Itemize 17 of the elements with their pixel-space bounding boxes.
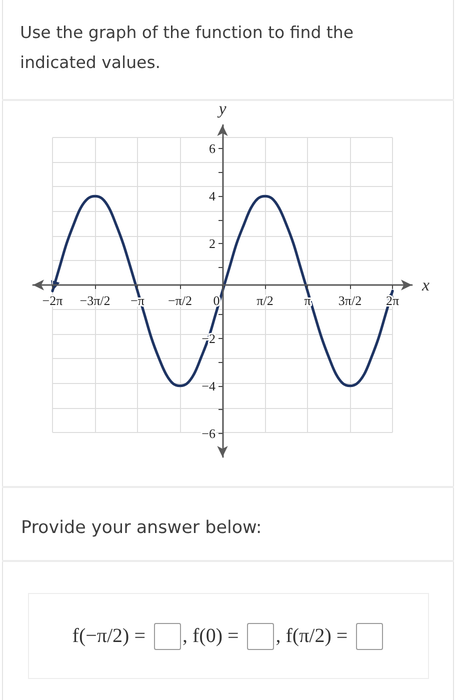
text: , f(0) = xyxy=(182,624,239,648)
x-tick-label: 3π/2 xyxy=(338,293,362,308)
text: , f(π/2) = xyxy=(276,624,348,648)
x-tick-label: −3π/2 xyxy=(80,293,110,308)
y-tick-label: 6 xyxy=(209,141,216,156)
y-tick-label: −4 xyxy=(202,378,216,394)
x-axis-title: x xyxy=(421,276,430,294)
x-tick-label: −2π xyxy=(42,293,64,308)
x-tick-label: −π/2 xyxy=(168,293,192,308)
y-tick-label: 2 xyxy=(209,236,216,252)
y-axis-title: y xyxy=(216,99,227,118)
chart-title: Use the graph of the function to find the indicated values. xyxy=(20,22,355,74)
text: Provide your answer below: xyxy=(21,517,262,539)
text: f(−π/2) = xyxy=(72,624,146,648)
y-tick-label: 4 xyxy=(209,188,216,204)
x-tick-label: π/2 xyxy=(256,293,274,308)
y-tick-label: −6 xyxy=(202,426,216,441)
